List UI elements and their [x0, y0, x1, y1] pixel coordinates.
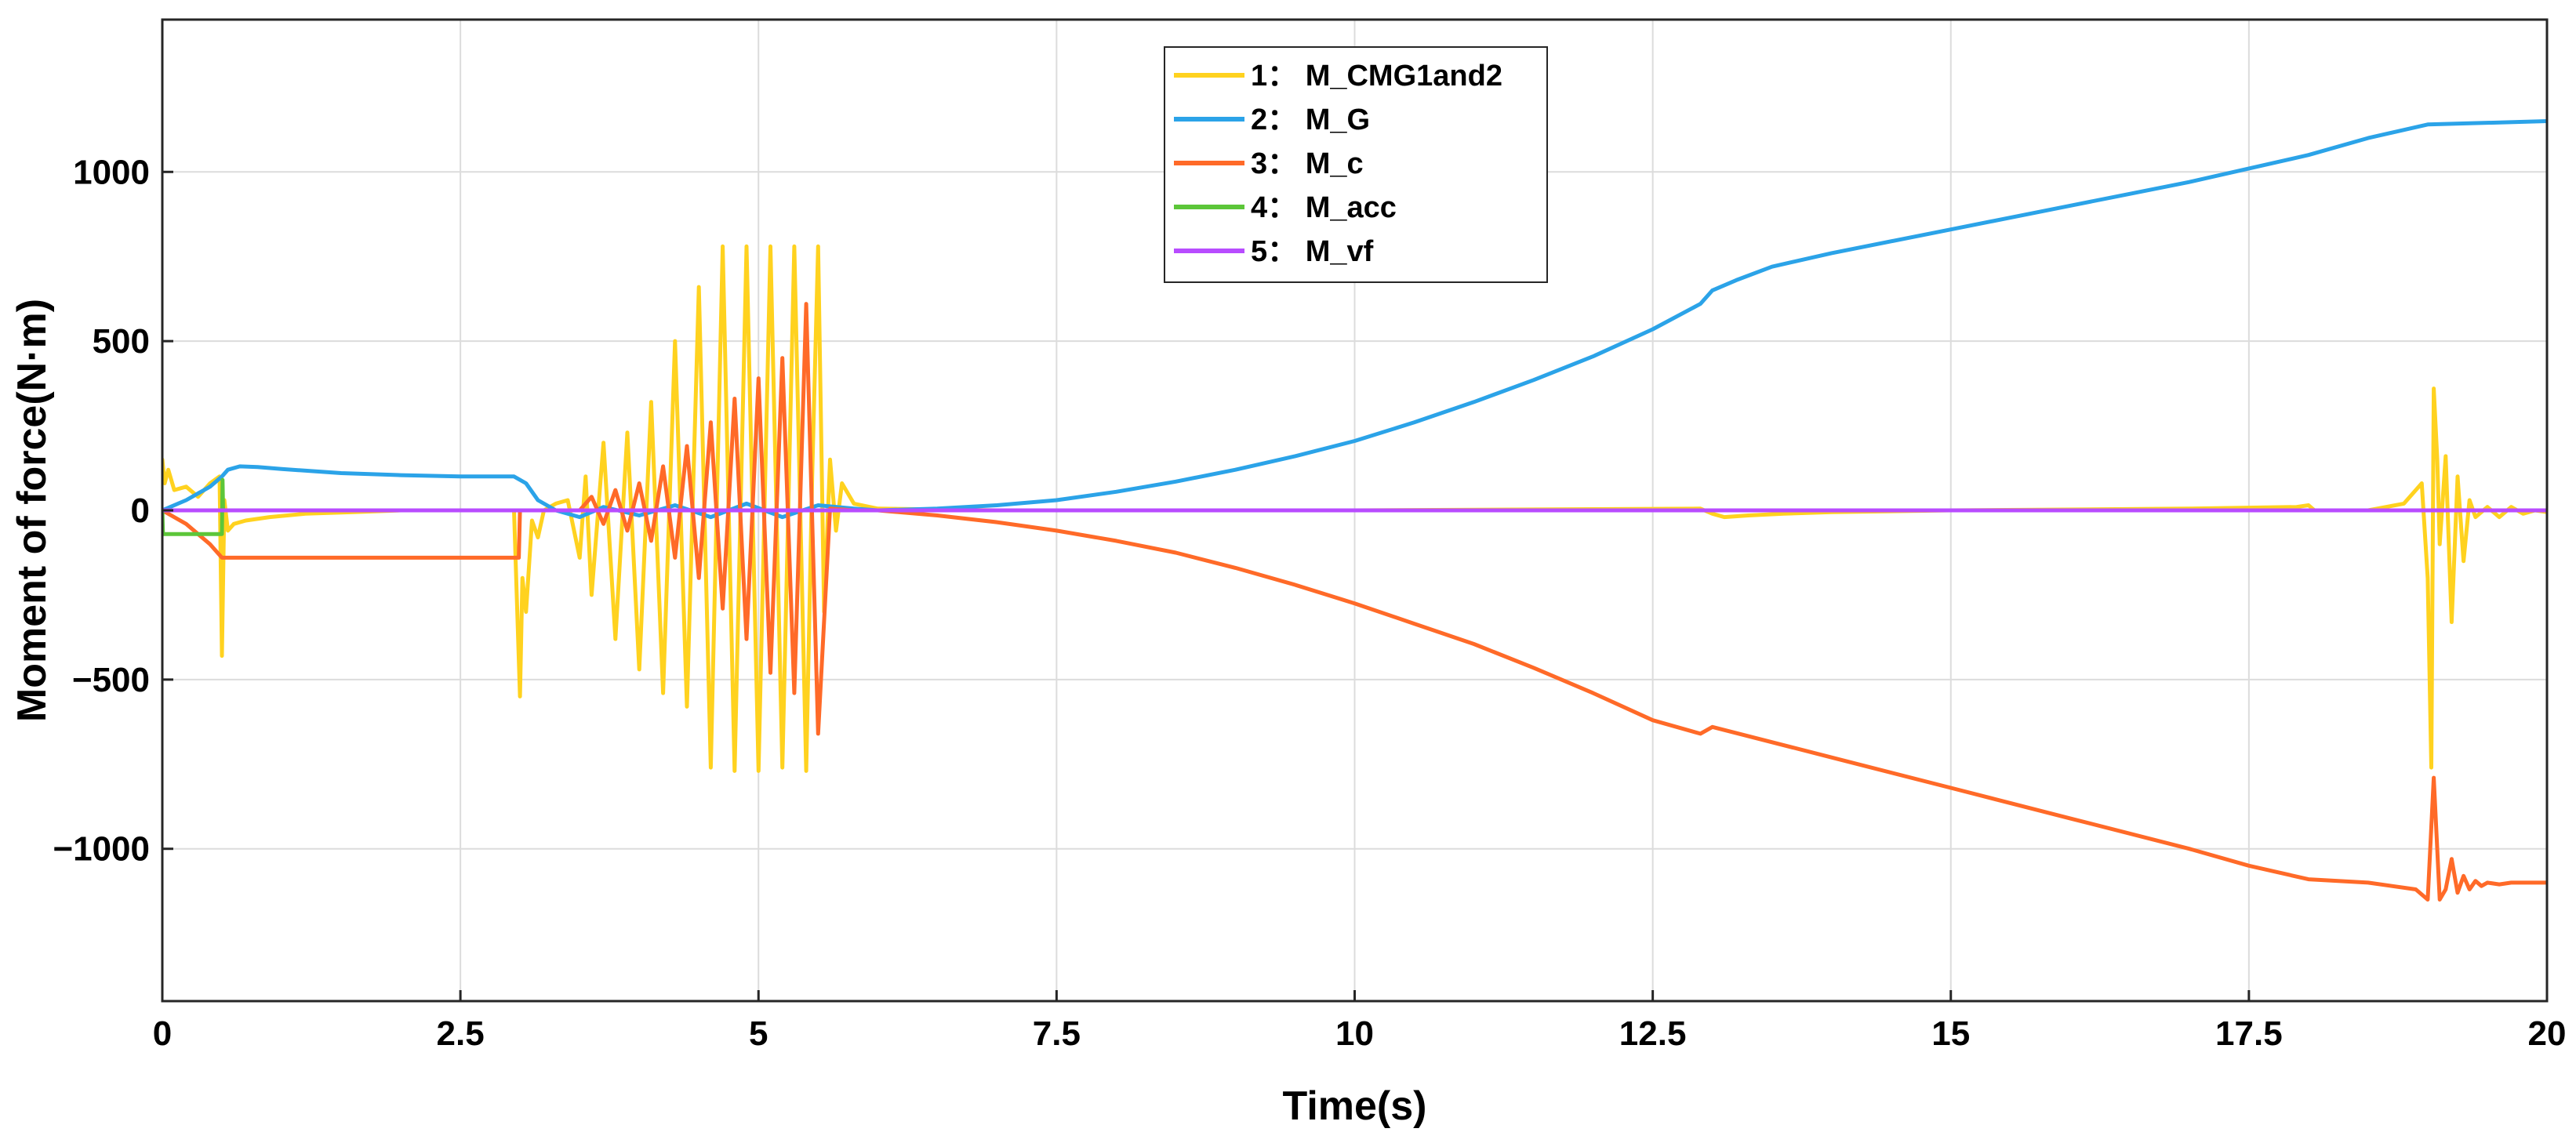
x-tick-label: 2.5	[437, 1014, 485, 1053]
x-tick-label: 7.5	[1033, 1014, 1081, 1053]
legend-label-3: 3： M_c	[1251, 147, 1364, 180]
series-line-1	[162, 244, 2547, 773]
y-tick-label: −1000	[53, 830, 150, 869]
y-tick-label: 1000	[73, 153, 150, 191]
legend-label-4: 4： M_acc	[1251, 191, 1397, 224]
x-tick-label: 10	[1335, 1014, 1374, 1053]
y-axis-label: Moment of force(N·m)	[9, 299, 55, 722]
legend-label-2: 2： M_G	[1251, 103, 1370, 136]
x-axis-ticks: 0 2.5 5 7.5 10 12.5 15 17.5 20	[153, 990, 2567, 1053]
x-tick-label: 12.5	[1619, 1014, 1687, 1053]
series-line-3	[162, 302, 2547, 902]
x-tick-label: 17.5	[2215, 1014, 2283, 1053]
y-tick-label: 500	[93, 322, 150, 361]
y-tick-label: −500	[72, 661, 150, 699]
y-tick-label: 0	[131, 492, 150, 530]
legend-label-5: 5： M_vf	[1251, 235, 1374, 268]
x-tick-label: 20	[2528, 1014, 2567, 1053]
x-tick-label: 5	[749, 1014, 768, 1053]
x-tick-label: 0	[153, 1014, 172, 1053]
x-axis-label: Time(s)	[1283, 1083, 1427, 1129]
legend-label-1: 1： M_CMG1and2	[1251, 60, 1502, 93]
legend: 1： M_CMG1and2 2： M_G 3： M_c 4： M_acc 5： M_vf	[1164, 46, 1548, 283]
x-tick-label: 15	[1931, 1014, 1970, 1053]
y-axis-ticks: −1000 −500 0 500 1000	[53, 153, 173, 869]
